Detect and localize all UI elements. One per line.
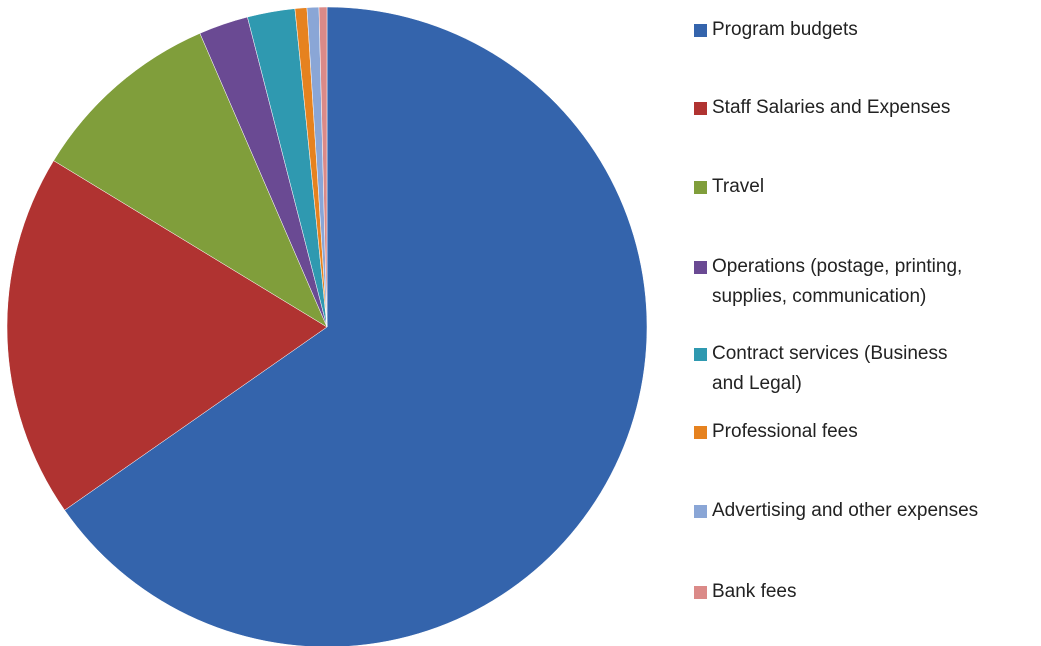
legend-label: Professional fees [712,421,858,442]
legend-item: Professional fees [694,417,1012,447]
legend-label: Operations (postage, printing, supplies,… [712,256,963,307]
legend-label: Travel [712,176,765,197]
legend-item: Advertising and other expenses [694,496,982,526]
legend-swatch [694,426,707,439]
legend-label: Advertising and other expenses [712,500,979,521]
legend-item: Staff Salaries and Expenses [694,93,1012,123]
legend-swatch [694,261,707,274]
legend-swatch [694,24,707,37]
legend-item: Contract services (Business and Legal) [694,339,974,399]
pie-slice [64,6,648,646]
pie-slice [6,160,328,511]
legend-swatch [694,586,707,599]
legend-swatch [694,505,707,518]
pie-slice [53,32,328,328]
legend-label: Bank fees [712,581,797,602]
legend-item: Operations (postage, printing, supplies,… [694,252,1032,312]
legend-swatch [694,181,707,194]
pie [6,6,648,646]
legend-item: Bank fees [694,577,1012,607]
legend-label: Staff Salaries and Expenses [712,97,951,118]
legend-swatch [694,348,707,361]
legend-swatch [694,102,707,115]
legend-label: Program budgets [712,19,858,40]
legend-item: Travel [694,172,1012,202]
legend-label: Contract services (Business and Legal) [712,343,948,394]
pie-slice [318,6,328,328]
legend-item: Program budgets [694,15,1012,45]
